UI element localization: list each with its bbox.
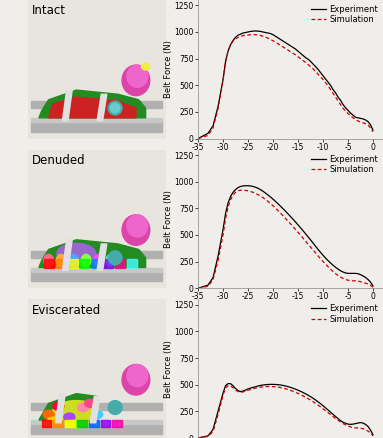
Bar	[103, 259, 113, 268]
Ellipse shape	[94, 254, 103, 267]
Bar	[92, 259, 101, 268]
Bar	[101, 420, 110, 427]
Ellipse shape	[122, 215, 150, 245]
Ellipse shape	[56, 254, 66, 267]
Ellipse shape	[85, 399, 96, 407]
Ellipse shape	[57, 243, 96, 264]
Bar	[56, 259, 66, 268]
Ellipse shape	[64, 413, 75, 421]
Text: Denuded: Denuded	[32, 154, 85, 167]
Bar	[44, 259, 54, 268]
Legend: Experiment, Simulation: Experiment, Simulation	[310, 304, 379, 325]
Bar	[31, 101, 162, 108]
Ellipse shape	[122, 364, 150, 395]
Ellipse shape	[71, 420, 82, 428]
Bar	[31, 251, 162, 258]
Bar	[68, 259, 78, 268]
Ellipse shape	[53, 402, 64, 410]
Ellipse shape	[81, 254, 91, 267]
Bar	[112, 420, 122, 427]
Text: Eviscerated: Eviscerated	[32, 304, 101, 317]
Text: Intact: Intact	[32, 4, 66, 17]
Bar	[31, 424, 162, 434]
Polygon shape	[62, 90, 72, 120]
Ellipse shape	[52, 401, 101, 426]
Ellipse shape	[69, 254, 79, 267]
Ellipse shape	[141, 63, 150, 70]
Circle shape	[108, 401, 122, 414]
Ellipse shape	[43, 410, 54, 419]
Bar	[31, 118, 162, 122]
Bar	[31, 403, 162, 410]
Circle shape	[108, 251, 122, 265]
Polygon shape	[39, 394, 97, 420]
Polygon shape	[90, 396, 100, 423]
Ellipse shape	[92, 410, 103, 419]
Bar	[65, 420, 75, 427]
Bar	[80, 259, 90, 268]
Legend: Experiment, Simulation: Experiment, Simulation	[310, 4, 379, 25]
Bar	[31, 268, 162, 272]
Polygon shape	[49, 97, 136, 118]
X-axis label: Table vertical displacement (mm): Table vertical displacement (mm)	[220, 303, 361, 312]
Ellipse shape	[122, 65, 150, 95]
Y-axis label: Belt Force (N): Belt Force (N)	[164, 190, 173, 248]
Legend: Experiment, Simulation: Experiment, Simulation	[310, 154, 379, 175]
Polygon shape	[56, 394, 65, 423]
Ellipse shape	[127, 215, 148, 237]
Ellipse shape	[44, 254, 54, 267]
Ellipse shape	[127, 65, 148, 87]
Bar	[77, 420, 87, 427]
X-axis label: Table vertical displacement (mm): Table vertical displacement (mm)	[220, 153, 361, 162]
Ellipse shape	[78, 403, 89, 412]
Y-axis label: Belt Force (N): Belt Force (N)	[164, 40, 173, 98]
Polygon shape	[62, 240, 72, 270]
Bar	[54, 420, 63, 427]
Bar	[127, 259, 137, 268]
Ellipse shape	[47, 417, 58, 426]
Bar	[31, 270, 162, 281]
Ellipse shape	[106, 254, 116, 267]
Circle shape	[110, 103, 120, 113]
Polygon shape	[97, 94, 107, 120]
Bar	[42, 420, 51, 427]
Polygon shape	[97, 244, 107, 270]
Bar	[31, 420, 162, 424]
Y-axis label: Belt Force (N): Belt Force (N)	[164, 340, 173, 398]
Bar	[31, 120, 162, 132]
Polygon shape	[39, 90, 146, 118]
Bar	[115, 259, 125, 268]
Ellipse shape	[127, 364, 148, 387]
Polygon shape	[39, 240, 146, 268]
Bar	[89, 420, 98, 427]
Circle shape	[108, 101, 122, 115]
